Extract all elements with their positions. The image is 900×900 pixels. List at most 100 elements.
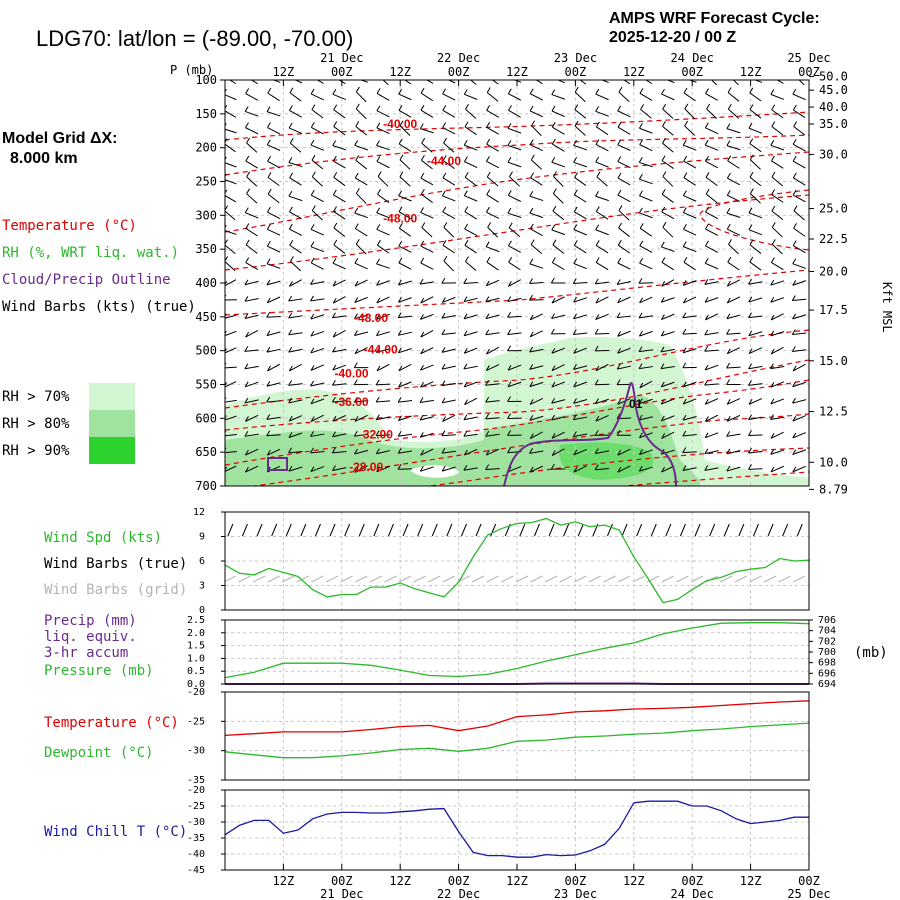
wind-barb-flag — [442, 88, 447, 95]
wind-grid — [225, 512, 809, 610]
wind-barb — [442, 160, 455, 170]
wind-barb-flag — [507, 88, 512, 94]
wind-barb-flag — [332, 431, 336, 437]
wind-barb — [662, 176, 674, 187]
wind-barb-flag — [375, 430, 380, 436]
wind-barb — [530, 228, 543, 237]
wind-y-tick-label: 9 — [199, 532, 205, 543]
wind-barb — [639, 178, 653, 185]
wind-barb — [688, 80, 697, 83]
wind-barb-flag — [354, 330, 358, 336]
chill-y-tick-label: -30 — [187, 817, 205, 828]
wind-barb-flag — [267, 206, 271, 213]
wind-barb-flag — [684, 120, 689, 127]
wind-barb-flag — [749, 87, 754, 94]
wind-barb — [398, 297, 412, 303]
wind-barb-flag — [748, 398, 753, 405]
wind-barb-flag — [660, 296, 665, 303]
wind-barb — [288, 383, 303, 386]
wind-barb — [355, 126, 368, 136]
wind-barb — [529, 465, 544, 473]
wind-barb — [332, 467, 347, 471]
wind-barb — [552, 244, 565, 254]
wind-barb — [727, 261, 740, 271]
wind-barb — [441, 399, 456, 404]
wind-barb — [507, 161, 522, 168]
wind-barb — [638, 315, 653, 319]
wind-barb — [553, 176, 564, 187]
wind-yticks: 0 3 6 9 12 — [193, 507, 225, 616]
wind-barb-flag — [332, 140, 337, 146]
top-hour-label: 12Z — [740, 65, 762, 79]
wind-barb — [310, 433, 325, 437]
wind-barb-flag — [288, 329, 293, 335]
wind-barb-flag — [617, 121, 622, 128]
wind-barb — [316, 80, 324, 84]
wind-barb — [420, 347, 434, 355]
wind-barb-flag — [638, 278, 643, 284]
wind-barb — [529, 397, 544, 405]
isotherm-line — [225, 134, 809, 176]
wind-barb-flag — [507, 430, 511, 436]
wind-barb-flag — [486, 138, 491, 145]
wind-barb-flag — [244, 279, 249, 286]
wind-barb-flag — [331, 396, 336, 403]
wind-barb-flag — [551, 156, 556, 163]
wind-barb — [355, 228, 368, 237]
wind-barb — [463, 365, 478, 370]
wind-barb — [245, 93, 259, 101]
wind-barb-flag — [682, 280, 687, 286]
wind-barb-flag — [354, 297, 359, 303]
wind-barb-flag — [704, 139, 709, 146]
wind-barb — [507, 364, 522, 371]
isotherm-line — [699, 189, 809, 251]
height-tick-label: 15.0 — [819, 354, 848, 368]
height-tick-label: 22.5 — [819, 232, 848, 246]
wind-barb-flag — [704, 448, 709, 454]
wind-barb — [553, 193, 564, 204]
wind-barb-flag — [682, 362, 687, 369]
wind-barb-flag — [770, 348, 775, 355]
wind-barb — [288, 466, 303, 472]
wind-barb-flag — [397, 279, 402, 286]
wind-barb — [465, 108, 477, 119]
wind-barb — [704, 450, 719, 455]
wind-barb — [573, 263, 587, 270]
wind-barb — [617, 144, 631, 151]
legend-rh80: RH > 80% — [2, 416, 70, 432]
wind-barb-flag — [638, 207, 643, 214]
wind-barb-flag — [793, 121, 798, 127]
wind-barb-flag — [245, 416, 249, 422]
wind-barb-flag — [463, 190, 468, 196]
wind-barb — [508, 109, 521, 118]
isotherm-line — [225, 111, 809, 141]
top-day-label: 25 Dec — [787, 51, 830, 65]
wind-barb-flag — [594, 278, 599, 285]
wind-barb — [683, 280, 697, 286]
wind-barb-flag — [398, 381, 403, 388]
wind-barb — [376, 363, 390, 372]
wind-barb — [332, 415, 346, 422]
wind-barb — [639, 127, 653, 134]
wind-barb-flag — [596, 72, 599, 77]
wind-barb — [728, 243, 739, 255]
wind-barb — [464, 93, 478, 100]
legend-rh70: RH > 70% — [2, 389, 70, 405]
bottom-day-label: 22 Dec — [437, 887, 480, 900]
wind-barb-flag — [770, 381, 775, 388]
wind-barb — [289, 110, 302, 118]
wind-barb — [310, 298, 325, 302]
wind-barb — [551, 448, 565, 456]
wind-barb-flag — [507, 207, 512, 214]
wind-barb-flag — [660, 330, 665, 337]
wind-barb — [705, 245, 719, 253]
wind-barb-flag — [748, 207, 753, 214]
wind-barb — [333, 176, 346, 187]
wind-barb — [529, 263, 544, 269]
wind-barb — [749, 109, 762, 119]
wind-barb-flag — [529, 278, 533, 284]
wind-barb-flag — [595, 314, 600, 320]
wind-barb — [376, 296, 390, 304]
wind-barb-flag — [595, 240, 600, 246]
wind-barb — [595, 450, 610, 454]
